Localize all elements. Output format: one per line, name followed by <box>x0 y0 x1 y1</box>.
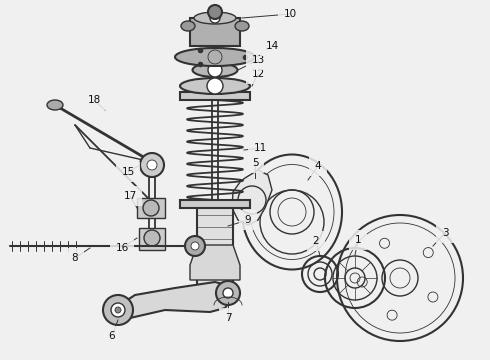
Text: 10: 10 <box>283 9 296 19</box>
Circle shape <box>140 153 164 177</box>
Ellipse shape <box>47 100 63 110</box>
Text: 2: 2 <box>313 236 319 246</box>
Bar <box>180 200 250 208</box>
Circle shape <box>210 13 220 23</box>
Polygon shape <box>115 282 235 318</box>
Circle shape <box>207 78 223 94</box>
Ellipse shape <box>180 78 250 94</box>
Text: 7: 7 <box>225 313 231 323</box>
Circle shape <box>223 288 233 298</box>
Circle shape <box>144 230 160 246</box>
Ellipse shape <box>194 12 236 24</box>
Text: 18: 18 <box>87 95 100 105</box>
Bar <box>190 18 240 46</box>
Ellipse shape <box>193 63 238 77</box>
Text: 5: 5 <box>252 158 258 168</box>
Circle shape <box>103 295 133 325</box>
Circle shape <box>191 242 199 250</box>
Circle shape <box>185 236 205 256</box>
Circle shape <box>111 303 125 317</box>
Text: 16: 16 <box>115 243 129 253</box>
Text: 8: 8 <box>72 253 78 263</box>
Text: 17: 17 <box>123 191 137 201</box>
Polygon shape <box>190 245 240 280</box>
Bar <box>137 198 165 218</box>
Text: 9: 9 <box>245 215 251 225</box>
Circle shape <box>143 200 159 216</box>
Text: 12: 12 <box>251 69 265 79</box>
Text: 6: 6 <box>109 331 115 341</box>
Circle shape <box>208 63 222 77</box>
Bar <box>197 205 233 285</box>
Text: 15: 15 <box>122 167 135 177</box>
Bar <box>180 92 250 100</box>
Text: 1: 1 <box>355 235 361 245</box>
Ellipse shape <box>181 21 195 31</box>
Circle shape <box>208 5 222 19</box>
Bar <box>139 228 165 250</box>
Text: 3: 3 <box>441 228 448 238</box>
Circle shape <box>216 281 240 305</box>
Text: 11: 11 <box>253 143 267 153</box>
Text: 14: 14 <box>266 41 279 51</box>
Text: 13: 13 <box>251 55 265 65</box>
Circle shape <box>147 160 157 170</box>
Text: 4: 4 <box>315 161 321 171</box>
Ellipse shape <box>175 48 255 66</box>
Ellipse shape <box>147 158 157 166</box>
Circle shape <box>115 307 121 313</box>
Ellipse shape <box>235 21 249 31</box>
Polygon shape <box>232 170 272 225</box>
